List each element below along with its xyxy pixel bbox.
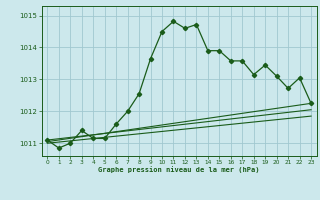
X-axis label: Graphe pression niveau de la mer (hPa): Graphe pression niveau de la mer (hPa)	[99, 167, 260, 173]
